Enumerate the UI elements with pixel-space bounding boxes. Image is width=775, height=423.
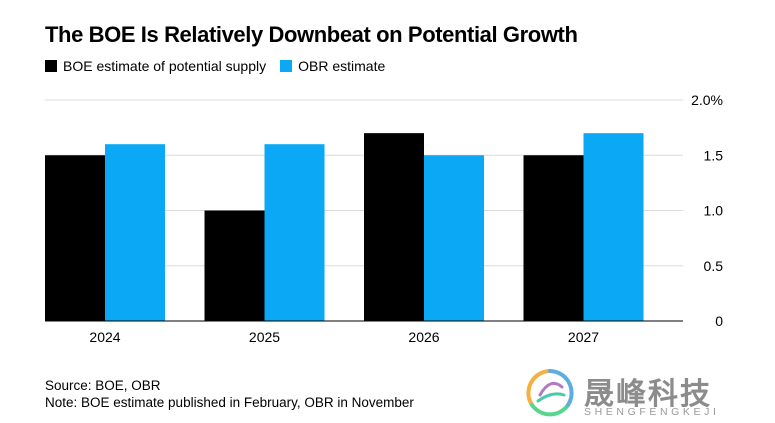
source-text: Source: BOE, OBR	[45, 378, 161, 393]
bar-boe-2026	[364, 133, 424, 321]
bar-obr-2024	[105, 144, 165, 321]
watermark: 晟峰科技 SHENGFENGKEJI	[522, 365, 752, 423]
legend-swatch-obr	[280, 60, 293, 72]
watermark-text: 晟峰科技	[584, 377, 712, 412]
bar-obr-2027	[583, 133, 644, 321]
legend-item-boe: BOE estimate of potential supply	[45, 58, 266, 74]
y-tick-label: 2.0%	[691, 92, 723, 108]
x-tick-label: 2024	[89, 329, 120, 345]
x-tick-label: 2025	[249, 329, 280, 345]
y-tick-label: 0.5	[704, 258, 724, 274]
footer: Source: BOE, OBR Note: BOE estimate publ…	[45, 377, 414, 411]
legend-label-obr: OBR estimate	[298, 58, 386, 74]
chart-title: The BOE Is Relatively Downbeat on Potent…	[45, 22, 578, 47]
legend-item-obr: OBR estimate	[280, 58, 385, 74]
legend-swatch-boe	[45, 60, 57, 72]
watermark-subtext: SHENGFENGKEJI	[584, 406, 720, 418]
x-tick-labels: 2024 2025 2026 2027	[89, 329, 599, 345]
bar-boe-2025	[204, 210, 265, 321]
watermark-logo-icon	[526, 369, 574, 417]
bars	[45, 133, 644, 321]
y-tick-labels: 0 0.5 1.0 1.5 2.0%	[691, 92, 723, 329]
note-text: Note: BOE estimate published in February…	[45, 395, 414, 410]
bar-boe-2024	[45, 155, 105, 321]
legend: BOE estimate of potential supply OBR est…	[45, 58, 399, 74]
x-tick-label: 2027	[568, 329, 599, 345]
bar-obr-2026	[424, 155, 484, 321]
legend-label-boe: BOE estimate of potential supply	[63, 58, 267, 74]
bar-boe-2027	[523, 155, 584, 321]
y-tick-label: 1.0	[704, 203, 724, 219]
bar-obr-2025	[264, 144, 325, 321]
y-tick-label: 1.5	[704, 147, 724, 163]
y-tick-label: 0	[715, 313, 723, 329]
x-tick-label: 2026	[408, 329, 439, 345]
